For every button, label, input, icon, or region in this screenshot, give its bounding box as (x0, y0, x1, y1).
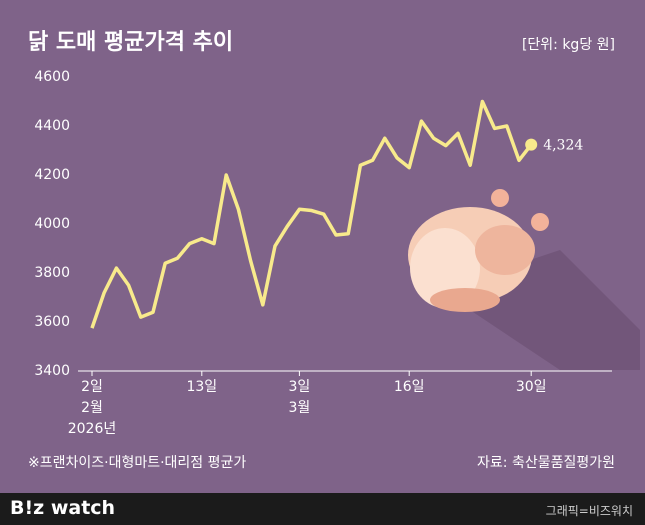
x-tick-label: 16일 (393, 379, 425, 395)
chart: 3400 3600 3800 4000 4200 4400 4600 4,324 (34, 69, 640, 379)
title: 닭 도매 평균가격 추이 (28, 30, 234, 55)
footer: B!z watch 그래픽=비즈워치 (0, 493, 645, 525)
source: 자료: 축산물품질평가원 (477, 455, 615, 471)
x-tick-label: 2일 2월 2026년 (67, 379, 117, 437)
y-tick-label: 3400 (34, 363, 70, 379)
y-tick-label: 3800 (34, 265, 70, 281)
y-tick-label: 4200 (34, 167, 70, 183)
y-tick-label: 4600 (34, 69, 70, 85)
credit: 그래픽=비즈워치 (545, 504, 633, 518)
end-point (525, 138, 538, 151)
unit-note: [단위: kg당 원] (521, 37, 615, 53)
brand: B!z watch (10, 497, 116, 519)
y-tick-label: 4400 (34, 118, 70, 134)
footnote: ※프랜차이즈·대형마트·대리점 평균가 (28, 455, 247, 471)
x-tick-label: 13일 (186, 379, 218, 395)
data-line (90, 99, 533, 329)
value-label: 4,324 (543, 138, 583, 154)
chicken-illustration (408, 189, 640, 370)
y-tick-label: 3600 (34, 314, 70, 330)
x-tick-label: 30일 (515, 379, 547, 395)
y-tick-label: 4000 (34, 216, 70, 232)
x-tick-label: 3일 3월 (288, 379, 311, 416)
